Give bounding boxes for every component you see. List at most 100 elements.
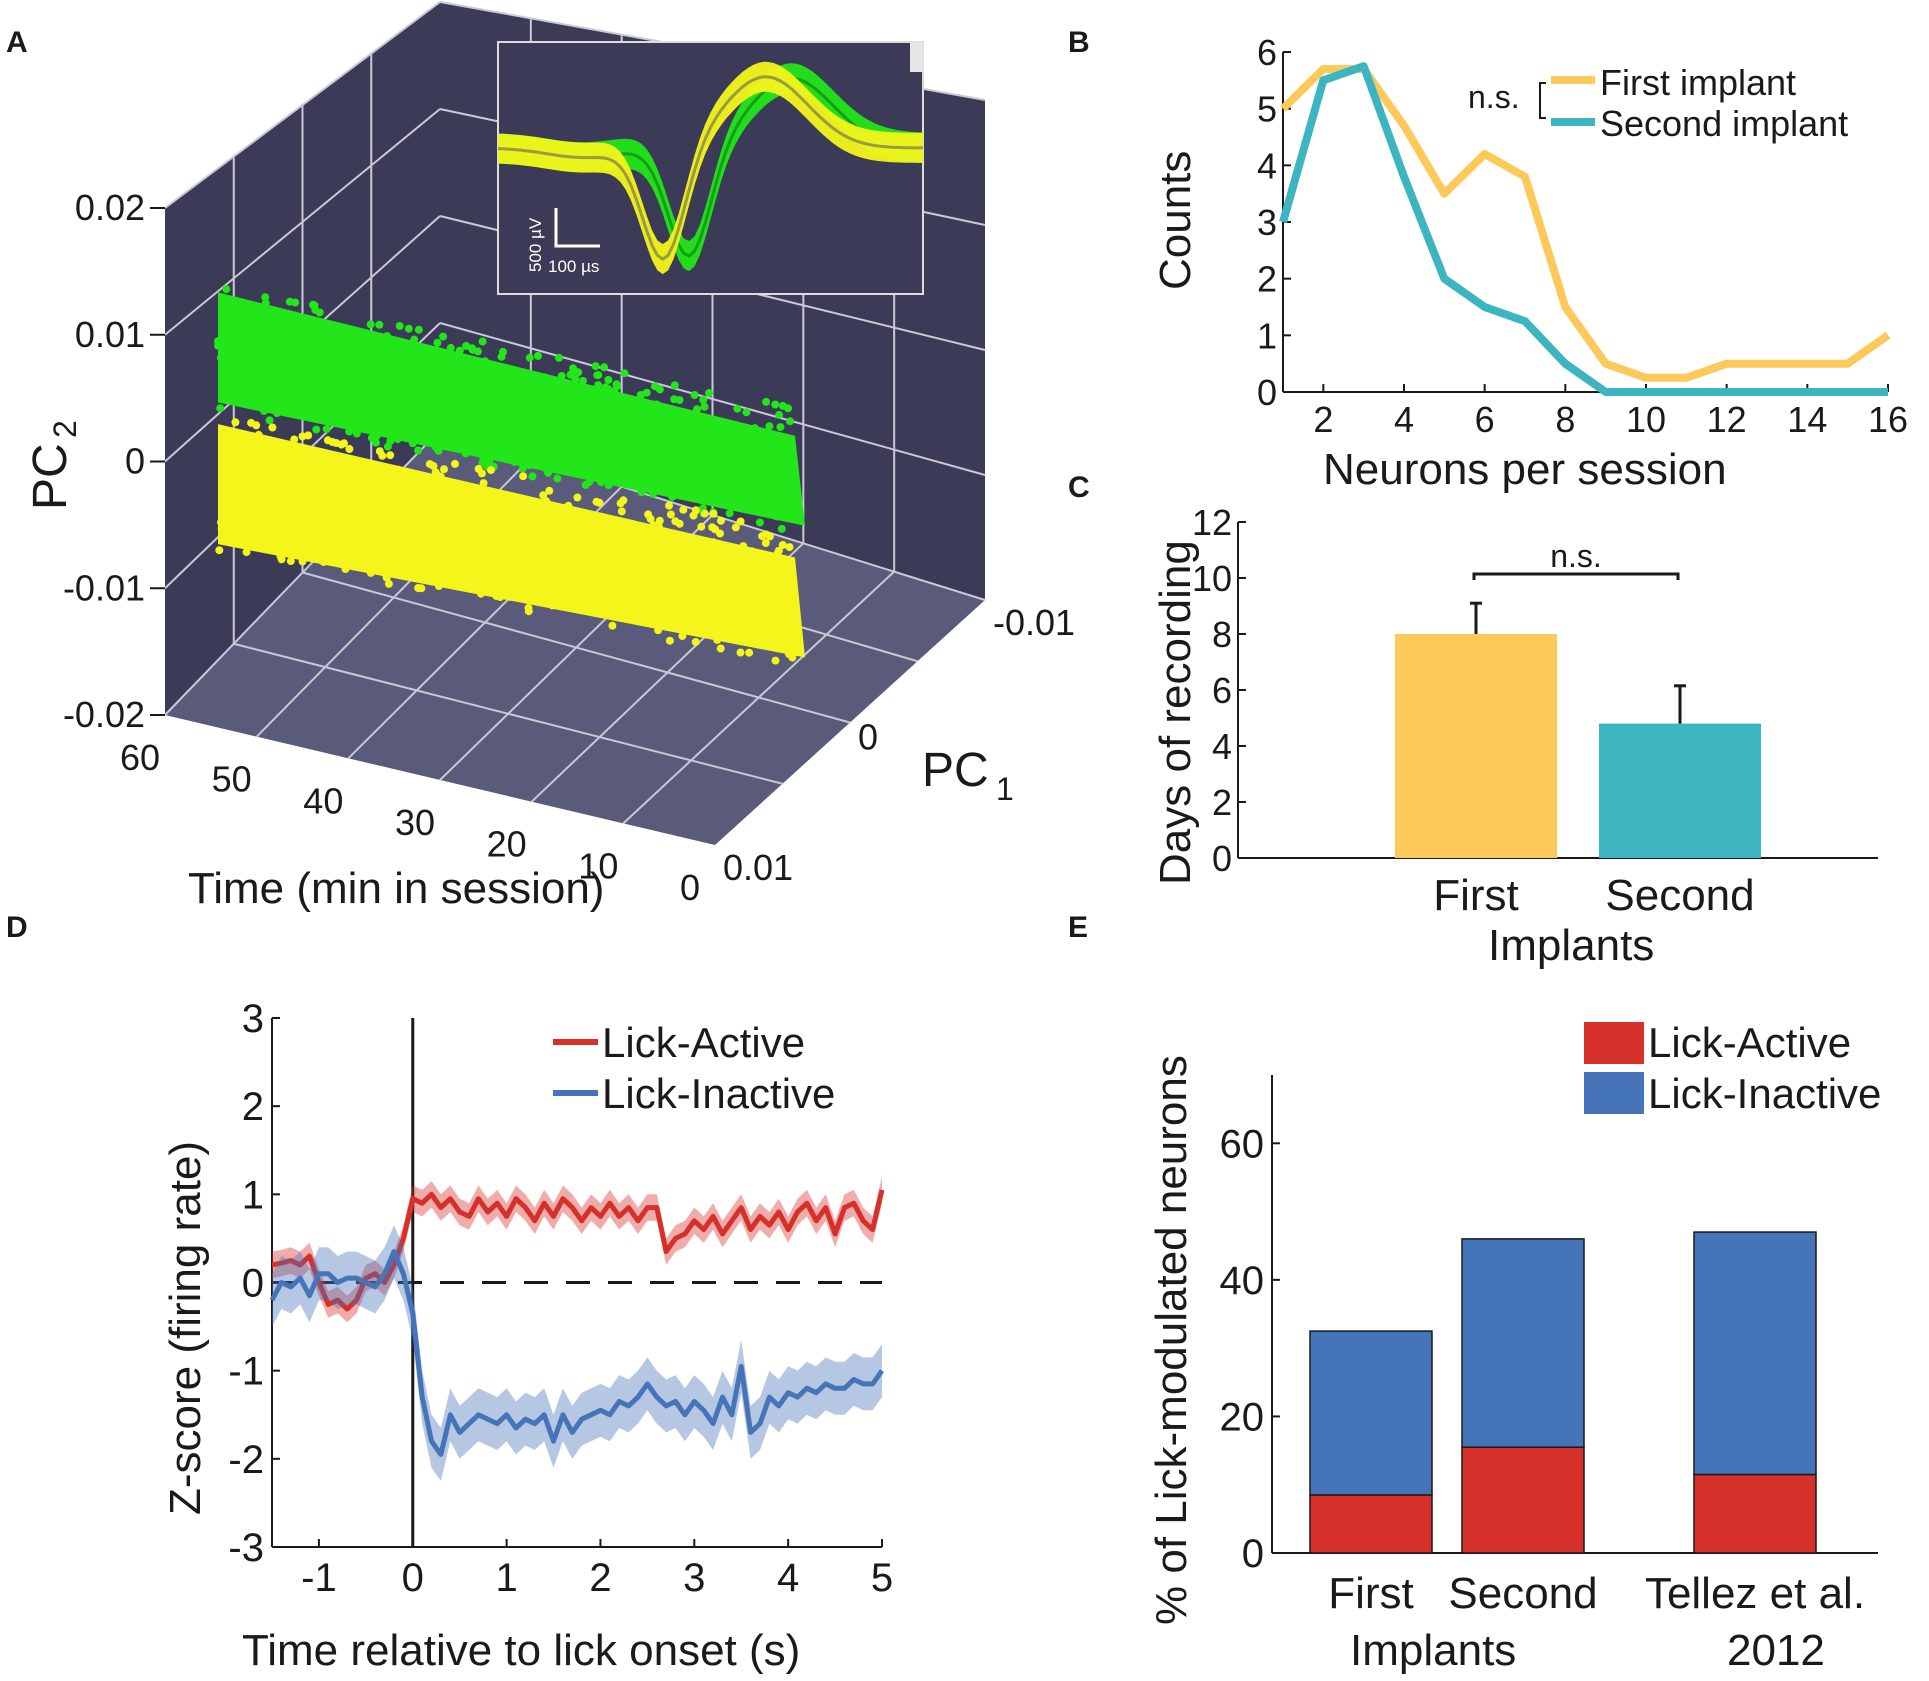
cluster-point [214, 337, 222, 346]
cluster-point [765, 596, 774, 605]
cluster-point [312, 401, 321, 410]
b-x-tick-label: 16 [1868, 399, 1908, 440]
cluster-point [339, 325, 348, 334]
b-legend-first: First implant [1600, 62, 1796, 103]
cluster-point [382, 336, 391, 345]
d-y-tick-label: -1 [228, 1350, 264, 1394]
cluster-point [302, 396, 311, 405]
cluster-point [565, 571, 574, 580]
cluster-point [606, 445, 615, 454]
cluster-point [525, 461, 534, 470]
cluster-point [399, 476, 408, 485]
cluster-point [485, 457, 494, 466]
panel-d-label: D [6, 911, 28, 944]
time-axis-title: Time (min in session) [188, 864, 604, 913]
cluster-point [778, 630, 787, 639]
cluster-point [645, 453, 654, 462]
cluster-point [251, 333, 259, 342]
cluster-point [406, 363, 415, 372]
cluster-point [585, 478, 594, 487]
cluster-point [373, 376, 381, 384]
cluster-point [646, 608, 655, 617]
cluster-point [399, 524, 408, 533]
cluster-point [573, 389, 582, 398]
cluster-point [388, 366, 396, 375]
e-legend-active: Lick-Active [1648, 1019, 1851, 1066]
cluster-point [481, 487, 490, 496]
cluster-point [440, 465, 448, 474]
cluster-point [294, 392, 303, 401]
cluster-point [775, 410, 784, 419]
cluster-point [271, 390, 280, 399]
cluster-point [545, 486, 554, 495]
cluster-point [233, 389, 242, 398]
cluster-point [544, 425, 553, 434]
cluster-point [384, 579, 393, 588]
cluster-point [467, 382, 476, 391]
cluster-point [497, 352, 506, 361]
cluster-point [440, 556, 449, 565]
cluster-point [421, 356, 430, 365]
cluster-point [414, 325, 423, 334]
cluster-point [320, 398, 329, 407]
cluster-point [228, 524, 237, 533]
cluster-point [427, 541, 436, 550]
cluster-point [474, 391, 483, 400]
cluster-point [360, 487, 369, 496]
cluster-point [219, 442, 228, 451]
cluster-point [695, 477, 704, 486]
cluster-point [417, 584, 426, 593]
cluster-point [705, 389, 714, 398]
cluster-point [535, 516, 544, 525]
cluster-point [600, 538, 609, 547]
cluster-point [396, 359, 405, 367]
cluster-point [432, 443, 440, 452]
cluster-point [416, 367, 425, 376]
pc2-tick-label: 0 [125, 441, 145, 482]
cluster-point [345, 463, 354, 472]
cluster-point [754, 589, 763, 598]
cluster-point [434, 487, 443, 496]
cluster-point [419, 375, 428, 384]
cluster-point [536, 452, 545, 460]
cluster-point [746, 555, 754, 564]
cluster-point [666, 539, 675, 548]
cluster-point [378, 414, 387, 422]
cluster-point [619, 528, 628, 537]
cluster-point [342, 352, 351, 361]
cluster-point [320, 463, 329, 472]
cluster-point [276, 512, 285, 521]
cluster-point [750, 565, 759, 574]
cluster-point [367, 486, 376, 495]
cluster-point [410, 335, 419, 344]
cluster-point [584, 448, 593, 457]
cluster-point [675, 519, 684, 528]
cluster-point [680, 609, 689, 617]
cluster-point [310, 455, 319, 464]
cluster-point [443, 363, 452, 372]
c-category-label: Second [1605, 871, 1754, 920]
cluster-point [569, 410, 577, 419]
cluster-point [322, 425, 331, 434]
cluster-point [475, 549, 484, 557]
d-band-inactive [272, 1225, 882, 1481]
cluster-point [716, 580, 725, 589]
pc2-tick-label: -0.01 [63, 567, 145, 608]
cluster-point [434, 426, 443, 435]
cluster-point [394, 421, 403, 430]
inset-corner [910, 42, 923, 72]
cluster-point [496, 392, 504, 401]
cluster-point [269, 332, 278, 341]
cluster-point [649, 521, 658, 530]
scale-voltage-label: 500 µV [526, 217, 545, 272]
cluster-point [291, 501, 300, 510]
cluster-point [573, 536, 582, 545]
cluster-point [260, 407, 268, 415]
cluster-point [344, 361, 353, 370]
cluster-point [352, 378, 361, 387]
cluster-point [382, 561, 391, 570]
cluster-point [358, 561, 367, 570]
cluster-point [645, 567, 654, 576]
cluster-point [703, 479, 712, 488]
cluster-point [679, 476, 688, 485]
